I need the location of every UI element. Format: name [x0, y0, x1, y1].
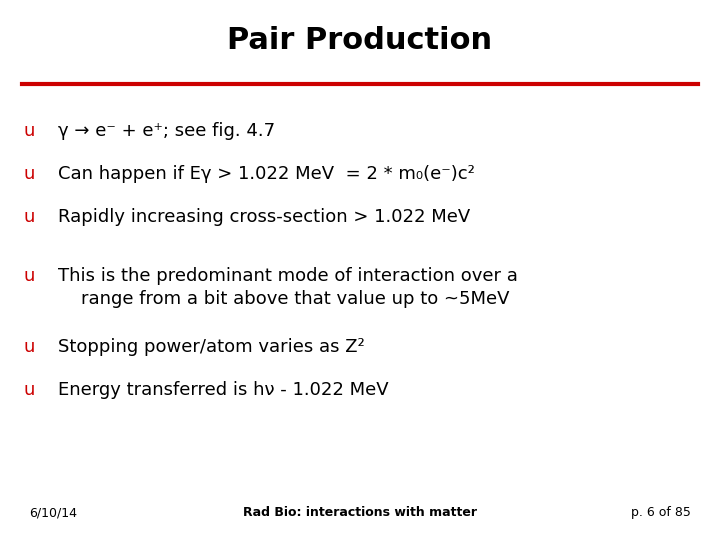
Text: Pair Production: Pair Production [228, 26, 492, 55]
Text: u: u [23, 267, 35, 285]
Text: u: u [23, 381, 35, 399]
Text: Energy transferred is hν - 1.022 MeV: Energy transferred is hν - 1.022 MeV [58, 381, 388, 399]
Text: p. 6 of 85: p. 6 of 85 [631, 507, 691, 519]
Text: γ → e⁻ + e⁺; see fig. 4.7: γ → e⁻ + e⁺; see fig. 4.7 [58, 122, 275, 139]
Text: Rapidly increasing cross-section > 1.022 MeV: Rapidly increasing cross-section > 1.022… [58, 208, 470, 226]
Text: Rad Bio: interactions with matter: Rad Bio: interactions with matter [243, 507, 477, 519]
Text: u: u [23, 165, 35, 183]
Text: Can happen if Eγ > 1.022 MeV  = 2 * m₀(e⁻)c²: Can happen if Eγ > 1.022 MeV = 2 * m₀(e⁻… [58, 165, 474, 183]
Text: u: u [23, 122, 35, 139]
Text: 6/10/14: 6/10/14 [29, 507, 77, 519]
Text: Stopping power/atom varies as Z²: Stopping power/atom varies as Z² [58, 338, 364, 355]
Text: u: u [23, 338, 35, 355]
Text: This is the predominant mode of interaction over a
    range from a bit above th: This is the predominant mode of interact… [58, 267, 518, 308]
Text: u: u [23, 208, 35, 226]
